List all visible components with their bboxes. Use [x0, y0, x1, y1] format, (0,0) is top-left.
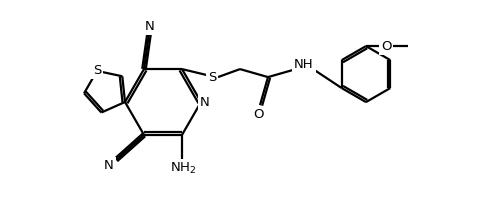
Text: N: N [145, 20, 155, 33]
Text: NH$_2$: NH$_2$ [170, 161, 196, 176]
Text: N: N [200, 95, 210, 108]
Text: NH: NH [294, 58, 314, 71]
Text: O: O [253, 108, 263, 121]
Text: S: S [208, 71, 216, 84]
Text: S: S [93, 64, 101, 77]
Text: O: O [381, 40, 391, 53]
Text: N: N [104, 160, 114, 172]
